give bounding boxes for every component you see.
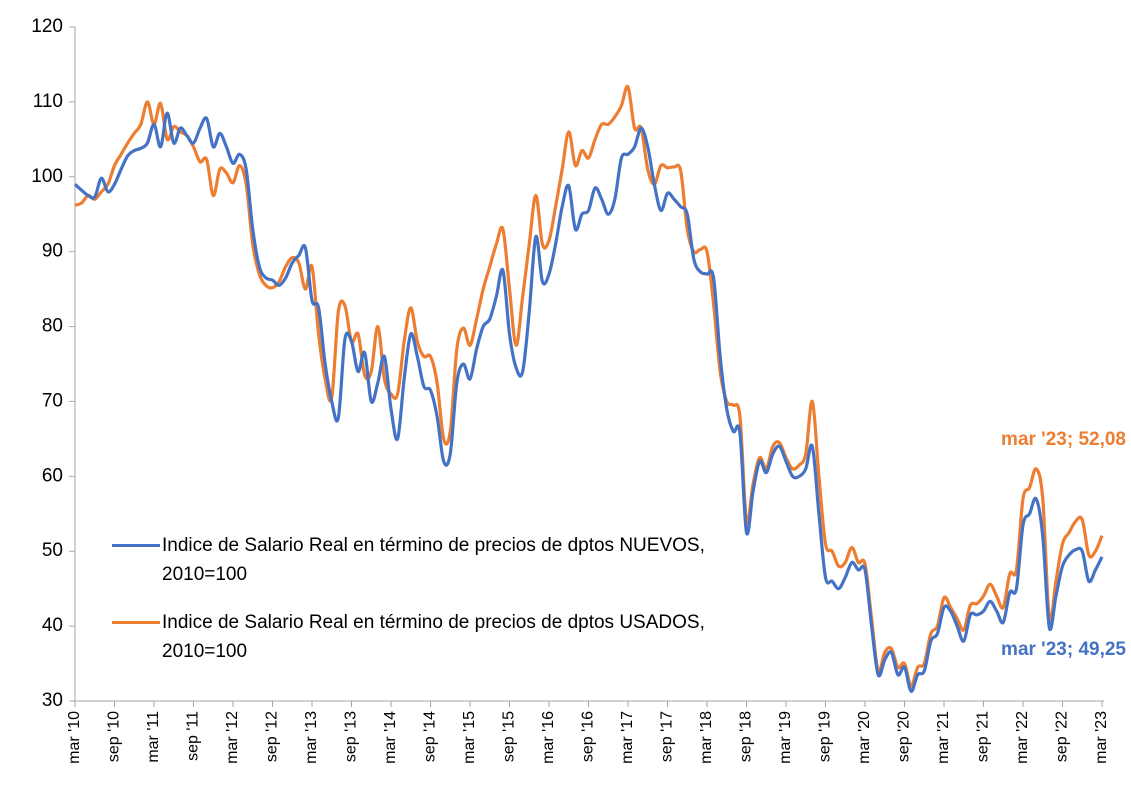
x-tick-label: mar '12 [224,711,241,764]
x-tick-label: sep '15 [501,711,518,762]
legend-swatch [112,621,160,624]
legend-label: Indice de Salario Real en término de pre… [162,612,705,662]
x-tick-label: mar '10 [66,711,83,764]
y-tick-label: 100 [31,166,63,187]
x-tick-label: sep '21 [975,711,992,762]
x-tick-label: mar '15 [461,711,478,764]
x-tick-label: sep '19 [817,711,834,762]
annotation: mar '23; 52,08 [1001,429,1126,450]
x-tick-label: sep '20 [896,711,913,762]
y-tick-label: 40 [42,615,63,636]
x-tick-label: mar '16 [540,711,557,764]
legend-label: Indice de Salario Real en término de pre… [162,535,705,585]
y-tick-label: 110 [33,91,63,112]
x-tick-label: mar '19 [777,711,794,764]
x-tick-label: mar '20 [856,711,873,764]
y-tick-label: 120 [31,16,63,37]
x-tick-label: sep '11 [185,711,202,761]
y-tick-label: 80 [42,316,63,337]
series-line [73,111,1104,693]
y-tick-label: 90 [42,241,63,262]
x-tick-label: sep '18 [738,711,755,762]
legend-entry: Indice de Salario Real en término de pre… [112,531,762,589]
y-tick-label: 70 [42,390,63,411]
x-tick-label: mar '14 [382,711,399,764]
x-tick-label: mar '11 [145,711,162,763]
y-tick-label: 30 [42,690,63,711]
x-tick-label: mar '23 [1093,711,1110,764]
x-tick-label: mar '18 [698,711,715,764]
annotation: mar '23; 49,25 [1001,639,1126,660]
x-tick-label: sep '13 [343,711,360,762]
x-tick-label: mar '22 [1014,711,1031,764]
x-tick-label: sep '16 [580,711,597,762]
y-tick-label: 60 [42,465,63,486]
x-tick-label: sep '17 [659,711,676,762]
x-tick-label: mar '13 [303,711,320,764]
x-tick-label: sep '22 [1054,711,1071,762]
series-line [74,84,1104,688]
x-tick-label: mar '17 [619,711,636,764]
x-tick-label: mar '21 [935,711,952,764]
legend-entry: Indice de Salario Real en término de pre… [112,608,762,666]
x-tick-label: sep '12 [264,711,281,762]
x-tick-label: sep '10 [106,711,123,762]
legend-swatch [112,544,160,547]
x-tick-label: sep '14 [422,711,439,762]
y-tick-label: 50 [42,540,63,561]
